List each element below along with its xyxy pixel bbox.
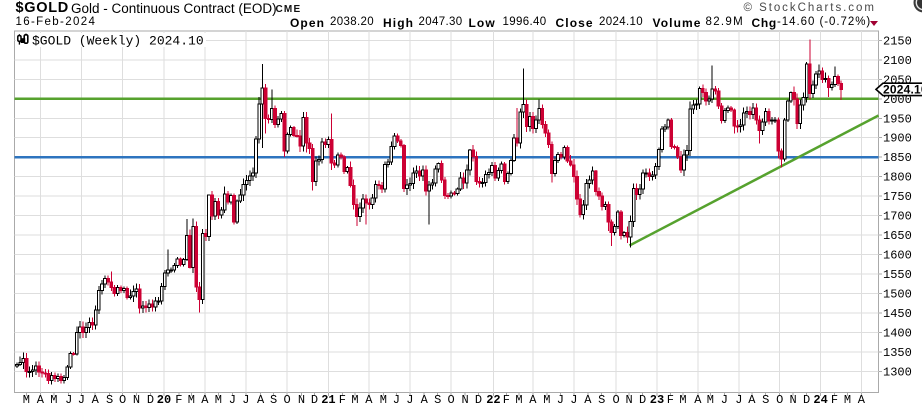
svg-text:2150: 2150 [883,34,912,48]
svg-text:O: O [447,393,454,406]
svg-text:M: M [515,393,522,406]
svg-text:D: D [639,393,646,406]
svg-text:D: D [311,393,318,406]
svg-text:1350: 1350 [883,346,912,360]
svg-text:1800: 1800 [883,171,912,185]
svg-text:A: A [748,393,756,406]
svg-text:A: A [529,393,537,406]
svg-text:A: A [584,393,592,406]
svg-text:1850: 1850 [883,151,912,165]
svg-text:M: M [215,393,222,406]
svg-text:F: F [175,393,182,406]
svg-text:F: F [503,393,510,406]
svg-text:M: M [50,393,57,406]
svg-text:A: A [92,393,100,406]
svg-text:D: D [147,393,154,406]
svg-text:M: M [23,393,30,406]
svg-text:2100: 2100 [883,54,912,68]
svg-text:J: J [406,393,413,406]
svg-text:N: N [133,393,140,406]
svg-text:F: F [831,393,838,406]
svg-text:A: A [365,393,373,406]
svg-text:S: S [106,393,113,406]
svg-text:1750: 1750 [883,190,912,204]
svg-text:20: 20 [157,393,171,406]
svg-text:J: J [78,393,85,406]
svg-text:J: J [65,393,72,406]
svg-text:M: M [679,393,686,406]
svg-text:23: 23 [650,393,664,406]
svg-text:A: A [257,393,265,406]
svg-text:N: N [625,393,632,406]
svg-text:O: O [283,393,290,406]
svg-text:M: M [707,393,714,406]
svg-text:F: F [339,393,346,406]
svg-text:M: M [844,393,851,406]
svg-text:S: S [270,393,277,406]
svg-text:J: J [570,393,577,406]
svg-text:S: S [598,393,605,406]
svg-text:A: A [858,393,866,406]
svg-text:1300: 1300 [883,365,912,379]
svg-text:J: J [735,393,742,406]
svg-text:1700: 1700 [883,210,912,224]
svg-text:O: O [119,393,126,406]
svg-text:A: A [37,393,45,406]
svg-text:N: N [298,393,305,406]
svg-text:A: A [201,393,209,406]
svg-text:21: 21 [321,393,335,406]
svg-text:$GOLD (Weekly) 2024.10: $GOLD (Weekly) 2024.10 [32,34,204,49]
svg-text:J: J [393,393,400,406]
svg-text:M: M [351,393,358,406]
svg-text:D: D [803,393,810,406]
svg-text:1650: 1650 [883,229,912,243]
svg-text:A: A [694,393,702,406]
svg-text:1450: 1450 [883,307,912,321]
svg-text:J: J [557,393,564,406]
svg-text:22: 22 [486,393,500,406]
svg-text:M: M [188,393,195,406]
svg-text:F: F [667,393,674,406]
svg-text:A: A [421,393,429,406]
svg-text:J: J [721,393,728,406]
svg-text:1950: 1950 [883,112,912,126]
svg-text:J: J [229,393,236,406]
svg-text:1400: 1400 [883,326,912,340]
svg-text:24: 24 [813,393,827,406]
svg-text:S: S [762,393,769,406]
svg-text:1550: 1550 [883,268,912,282]
svg-text:J: J [242,393,249,406]
svg-text:M: M [543,393,550,406]
svg-text:1500: 1500 [883,287,912,301]
svg-text:N: N [461,393,468,406]
svg-text:O: O [612,393,619,406]
svg-text:D: D [475,393,482,406]
svg-text:1600: 1600 [883,249,912,263]
svg-text:M: M [380,393,387,406]
svg-text:O: O [776,393,783,406]
svg-text:S: S [434,393,441,406]
svg-text:2024.10: 2024.10 [883,83,922,97]
svg-text:1900: 1900 [883,132,912,146]
svg-text:N: N [789,393,796,406]
